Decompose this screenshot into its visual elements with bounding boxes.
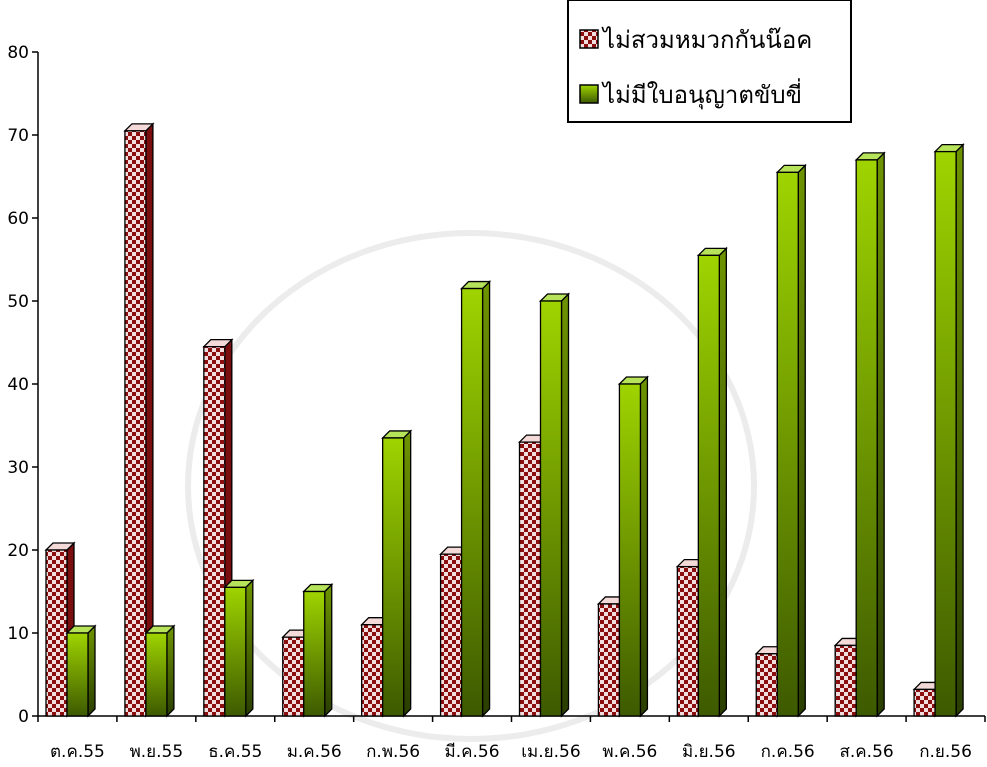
bar-license <box>381 429 413 718</box>
bar-license <box>696 246 728 718</box>
x-tick-label: ก.พ.56 <box>366 742 420 762</box>
x-tick-label: ก.ย.56 <box>919 742 972 762</box>
x-tick-label: ก.ค.56 <box>761 742 815 762</box>
legend-label-license: ไม่มีใบอนุญาตขับขี่ <box>601 78 802 110</box>
x-tick-label: เม.ย.56 <box>521 742 580 762</box>
x-tick-labels: ต.ค.55 พ.ย.55 ธ.ค.55 ม.ค.56 ก.พ.56 มี.ค.56 เม.… <box>50 742 972 762</box>
bar-license <box>617 375 649 718</box>
bar-license <box>538 292 571 718</box>
x-tick-label: พ.ย.55 <box>130 742 184 762</box>
bar-license <box>933 143 965 718</box>
y-tick-label: 60 <box>7 209 29 229</box>
y-tick-label: 80 <box>7 43 29 63</box>
y-tick-label: 40 <box>7 375 29 395</box>
y-tick-label: 70 <box>7 126 29 146</box>
x-tick-label: ต.ค.55 <box>50 742 105 762</box>
x-tick-label: พ.ค.56 <box>602 742 657 762</box>
bar-license <box>65 624 97 718</box>
legend-swatch-license <box>579 84 599 104</box>
y-tick-labels: 0 10 20 30 40 50 60 70 80 <box>7 43 29 727</box>
legend-box <box>567 0 852 123</box>
legend-swatch-helmet <box>579 29 599 49</box>
bar-license <box>144 624 176 718</box>
x-tick-label: ธ.ค.55 <box>208 742 262 762</box>
x-tick-label: มี.ค.56 <box>445 742 500 762</box>
bar-license <box>854 151 886 718</box>
bar-license <box>775 163 807 718</box>
y-tick-label: 30 <box>7 458 29 478</box>
axes <box>32 51 986 722</box>
x-tick-label: ม.ค.56 <box>287 742 342 762</box>
y-tick-label: 0 <box>18 707 29 727</box>
bar-license <box>302 582 334 718</box>
bar-helmet <box>123 122 155 718</box>
x-tick-label: ส.ค.56 <box>840 742 894 762</box>
x-tick-label: มิ.ย.56 <box>682 742 736 762</box>
legend-label-helmet: ไม่สวมหมวกกันน๊อค <box>601 26 812 54</box>
bars <box>44 122 965 718</box>
y-tick-label: 10 <box>7 624 29 644</box>
bar-license <box>223 578 255 718</box>
bar-license <box>460 279 492 718</box>
y-tick-label: 50 <box>7 292 29 312</box>
legend: ไม่สวมหมวกกันน๊อค ไม่มีใบอนุญาตขับขี่ <box>567 0 852 123</box>
y-tick-label: 20 <box>7 541 29 561</box>
